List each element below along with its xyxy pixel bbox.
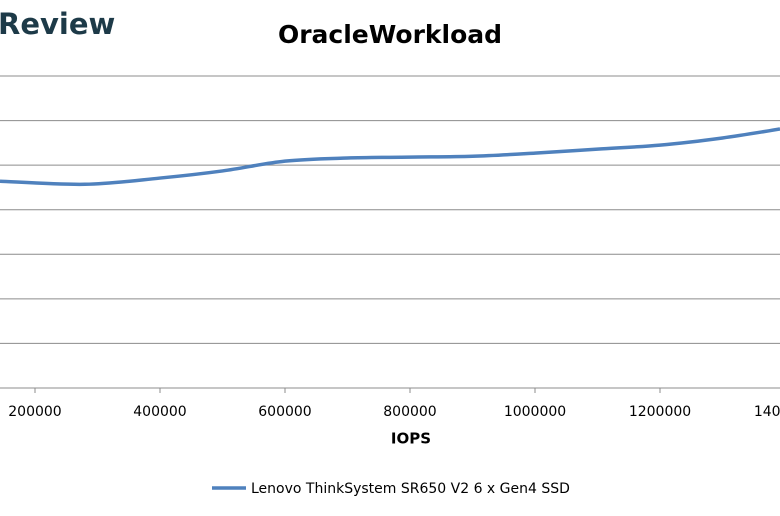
series-line xyxy=(0,127,780,187)
x-tick-label: 200000 xyxy=(8,404,61,420)
x-tick-label: 1000000 xyxy=(504,404,566,420)
x-tick-label: 800000 xyxy=(383,404,436,420)
x-tick-label: 1200000 xyxy=(629,404,691,420)
x-tick-label: 1400000 xyxy=(754,404,780,420)
x-tick-label: 600000 xyxy=(258,404,311,420)
legend-label: Lenovo ThinkSystem SR650 V2 6 x Gen4 SSD xyxy=(251,481,570,497)
logo: Review xyxy=(0,7,115,41)
chart-title: OracleWorkload xyxy=(278,20,502,49)
x-tick-label: 400000 xyxy=(133,404,186,420)
x-axis-label: IOPS xyxy=(391,430,431,448)
